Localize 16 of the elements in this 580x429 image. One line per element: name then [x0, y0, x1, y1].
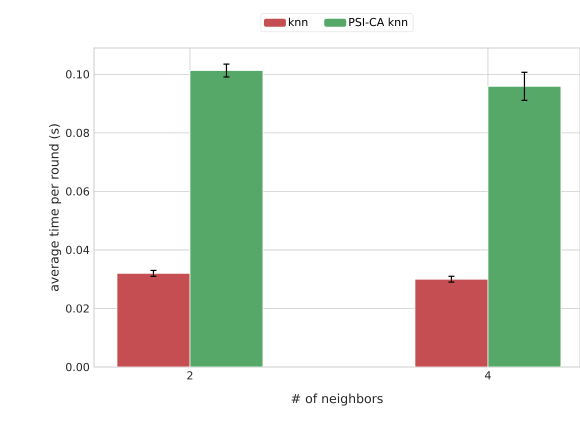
x-tick-label: 2 [187, 371, 192, 380]
bar [488, 86, 562, 367]
bar [190, 70, 264, 367]
y-tick-label: 0.06 [66, 187, 90, 196]
legend-label: knn [288, 18, 308, 26]
y-tick-label: 0.10 [66, 70, 90, 78]
bar [116, 272, 190, 367]
x-tick-label: 4 [484, 371, 491, 380]
bar [414, 278, 488, 367]
y-tick-label: 0.00 [66, 362, 90, 372]
x-axis-title: # of neighbors [292, 394, 383, 406]
y-tick-label: 0.02 [66, 304, 89, 313]
legend-label: PSI-CA knn [349, 18, 408, 26]
y-tick-label: 0.08 [66, 128, 90, 138]
y-axis-title: average time per round (s) [49, 124, 62, 292]
y-tick-label: 0.04 [66, 246, 90, 254]
